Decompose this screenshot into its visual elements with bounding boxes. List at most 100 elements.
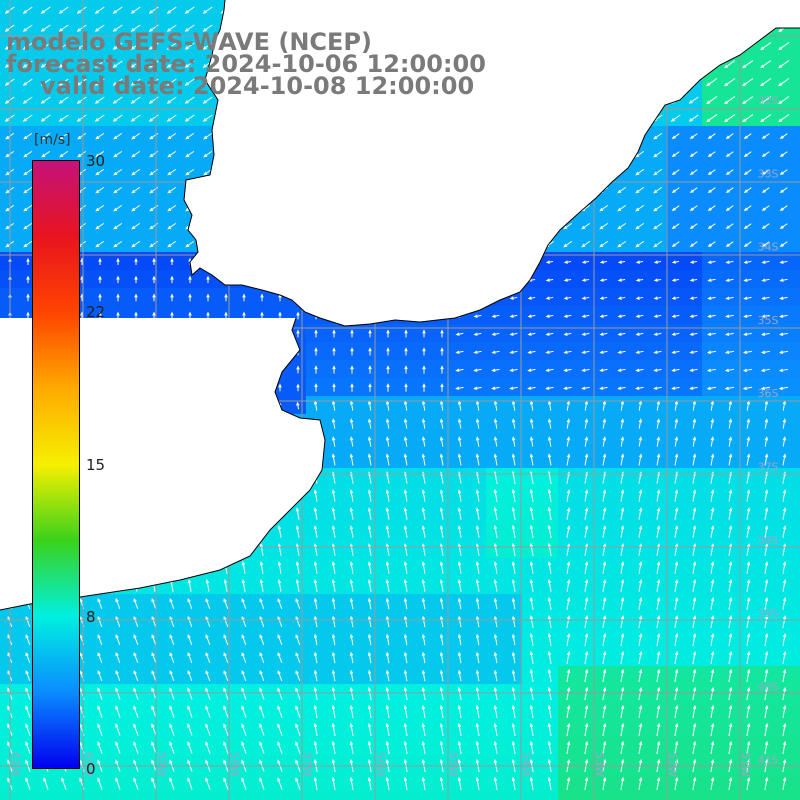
wind-cell [756, 324, 775, 343]
wind-arrow [746, 686, 751, 700]
wind-arrow [581, 350, 590, 354]
wind-cell [36, 108, 55, 127]
wind-cell [738, 216, 757, 235]
wind-cell [720, 792, 739, 800]
wind-arrow [332, 383, 336, 392]
wind-arrow [76, 114, 87, 122]
wind-cell [774, 414, 793, 433]
wind-arrow [728, 668, 733, 682]
wind-arrow [367, 543, 372, 556]
wind-cell [756, 306, 775, 325]
wind-cell [54, 18, 73, 37]
wind-arrow [149, 222, 159, 230]
wind-arrow [638, 579, 643, 592]
wind-cell [360, 774, 379, 793]
wind-cell [486, 432, 505, 451]
wind-cell [324, 540, 343, 559]
wind-cell [36, 144, 55, 163]
wind-cell [396, 720, 415, 739]
wind-arrow [746, 507, 751, 520]
wind-arrow [367, 525, 372, 538]
wind-arrow [779, 332, 788, 336]
wind-cell [504, 540, 523, 559]
wind-cell [162, 108, 181, 127]
wind-cell [324, 774, 343, 793]
wind-cell [774, 180, 793, 199]
wind-arrow [584, 561, 589, 574]
wind-cell [738, 162, 757, 181]
wind-cell [342, 468, 361, 487]
wind-arrow [602, 722, 607, 736]
wind-arrow [130, 42, 141, 50]
wind-arrow [782, 418, 787, 429]
wind-arrow [511, 436, 516, 447]
wind-cell [702, 486, 721, 505]
wind-cell [396, 792, 415, 800]
wind-arrow [367, 686, 372, 700]
wind-arrow [349, 740, 354, 754]
wind-arrow [295, 579, 300, 592]
wind-arrow [724, 386, 735, 390]
wind-cell [630, 666, 649, 685]
wind-cell [162, 162, 181, 181]
wind-arrow [602, 543, 607, 556]
wind-arrow [778, 386, 789, 390]
wind-cell [756, 504, 775, 523]
wind-arrow [277, 705, 283, 718]
wind-cell [522, 414, 541, 433]
wind-cell [468, 594, 487, 613]
wind-arrow [746, 615, 751, 628]
wind-arrow [241, 741, 247, 754]
wind-cell [36, 792, 55, 800]
wind-arrow [112, 42, 123, 50]
wind-cell [504, 522, 523, 541]
wind-cell [144, 108, 163, 127]
wind-arrow [455, 368, 464, 372]
wind-cell [666, 126, 685, 145]
wind-cell [414, 450, 433, 469]
longitude-label: 51W [739, 752, 752, 777]
wind-cell [324, 468, 343, 487]
wind-cell [648, 540, 667, 559]
wind-arrow [403, 704, 408, 718]
wind-cell [558, 450, 577, 469]
wind-arrow [707, 278, 716, 282]
wind-cell [180, 792, 199, 800]
wind-arrow [635, 350, 644, 354]
wind-cell [378, 720, 397, 739]
wind-arrow [296, 401, 300, 410]
wind-cell [324, 522, 343, 541]
wind-cell [360, 432, 379, 451]
wind-cell [738, 756, 757, 775]
wind-arrow [277, 777, 283, 790]
wind-cell [720, 612, 739, 631]
wind-cell [522, 432, 541, 451]
wind-cell [54, 108, 73, 127]
wind-cell [414, 486, 433, 505]
wind-cell [594, 612, 613, 631]
wind-cell [774, 126, 793, 145]
wind-arrow [133, 741, 139, 754]
wind-cell [630, 216, 649, 235]
wind-arrow [566, 418, 571, 429]
wind-cell [486, 612, 505, 631]
wind-cell [378, 558, 397, 577]
wind-arrow [566, 704, 571, 718]
wind-cell [684, 774, 703, 793]
wind-cell [396, 558, 415, 577]
wind-arrow [475, 507, 480, 520]
wind-arrow [130, 6, 141, 14]
wind-arrow [331, 686, 336, 700]
wind-arrow [656, 489, 661, 502]
wind-cell [270, 576, 289, 595]
wind-cell [252, 792, 271, 800]
wind-arrow [313, 633, 318, 646]
wind-arrow [547, 542, 552, 556]
colorbar-tick-label: 30 [86, 152, 106, 170]
wind-cell [108, 90, 127, 109]
wind-cell [432, 504, 451, 523]
wind-cell [720, 324, 739, 343]
wind-arrow [349, 561, 354, 574]
wind-cell [792, 486, 800, 505]
wind-arrow [295, 634, 301, 646]
